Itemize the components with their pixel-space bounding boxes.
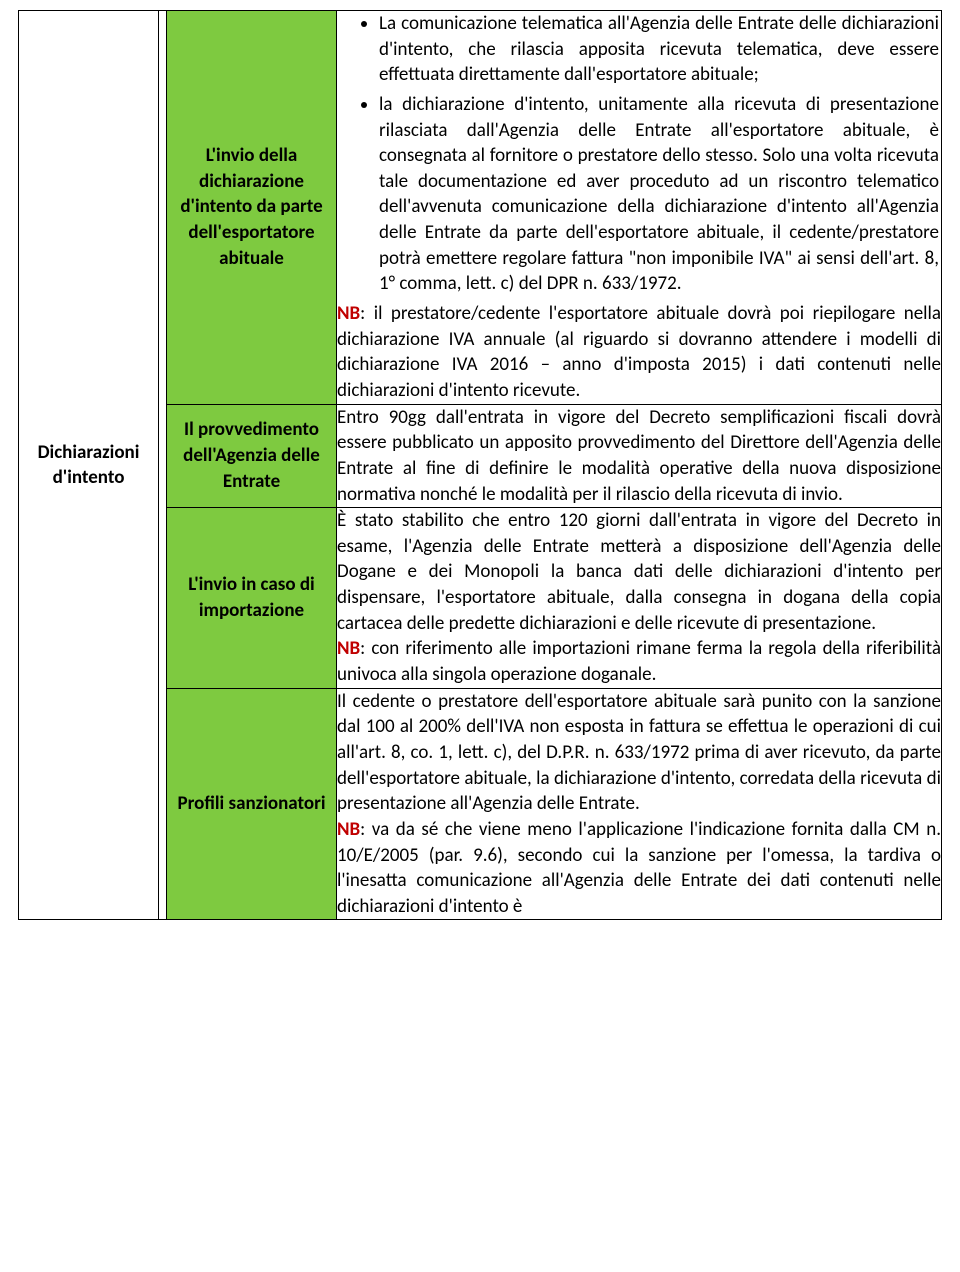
nb-label: NB xyxy=(337,302,360,325)
nb-block: NB: il prestatore/cedente l'esportatore … xyxy=(337,301,941,404)
nb-text: : con riferimento alle importazioni rima… xyxy=(337,637,941,686)
main-table: Dichiarazioni d'intento L'invio della di… xyxy=(18,10,942,920)
bullet-text: La comunicazione telematica all'Agenzia … xyxy=(379,12,939,86)
row-content-cell: È stato stabilito che entro 120 giorni d… xyxy=(337,508,942,688)
row-content-cell: Il cedente o prestatore dell'esportatore… xyxy=(337,688,942,920)
nb-text: : il prestatore/cedente l'esportatore ab… xyxy=(337,302,941,402)
row-text: Entro 90gg dall'entrata in vigore del De… xyxy=(337,406,941,506)
row-content-cell: La comunicazione telematica all'Agenzia … xyxy=(337,11,942,405)
row-mid-label: L'invio della dichiarazione d'intento da… xyxy=(180,144,322,270)
row-content-cell: Entro 90gg dall'entrata in vigore del De… xyxy=(337,404,942,508)
row-mid-cell: L'invio della dichiarazione d'intento da… xyxy=(167,11,337,405)
left-heading-cell: Dichiarazioni d'intento xyxy=(19,11,159,920)
row-text: Il cedente o prestatore dell'esportatore… xyxy=(337,689,941,817)
nb-block: NB: con riferimento alle importazioni ri… xyxy=(337,636,941,687)
nb-block: NB: va da sé che viene meno l'applicazio… xyxy=(337,817,941,920)
spacer-cell xyxy=(159,11,167,920)
row-mid-label: L'invio in caso di importazione xyxy=(188,573,314,622)
row-text: È stato stabilito che entro 120 giorni d… xyxy=(337,508,941,636)
row-mid-cell: Profili sanzionatori xyxy=(167,688,337,920)
row-mid-label: Profili sanzionatori xyxy=(177,792,325,815)
left-heading: Dichiarazioni d'intento xyxy=(38,441,140,490)
table-row: Dichiarazioni d'intento L'invio della di… xyxy=(19,11,942,405)
row-mid-cell: L'invio in caso di importazione xyxy=(167,508,337,688)
nb-label: NB xyxy=(337,637,360,660)
row-mid-cell: Il provvedimento dell'Agenzia delle Entr… xyxy=(167,404,337,508)
row-mid-label: Il provvedimento dell'Agenzia delle Entr… xyxy=(183,418,320,492)
nb-label: NB xyxy=(337,818,360,841)
page: Dichiarazioni d'intento L'invio della di… xyxy=(0,0,960,930)
nb-text: : va da sé che viene meno l'applicazione… xyxy=(337,818,941,918)
bullet-list: La comunicazione telematica all'Agenzia … xyxy=(337,11,941,297)
bullet-text: la dichiarazione d'intento, unitamente a… xyxy=(379,93,939,295)
list-item: la dichiarazione d'intento, unitamente a… xyxy=(379,92,941,297)
list-item: La comunicazione telematica all'Agenzia … xyxy=(379,11,941,88)
